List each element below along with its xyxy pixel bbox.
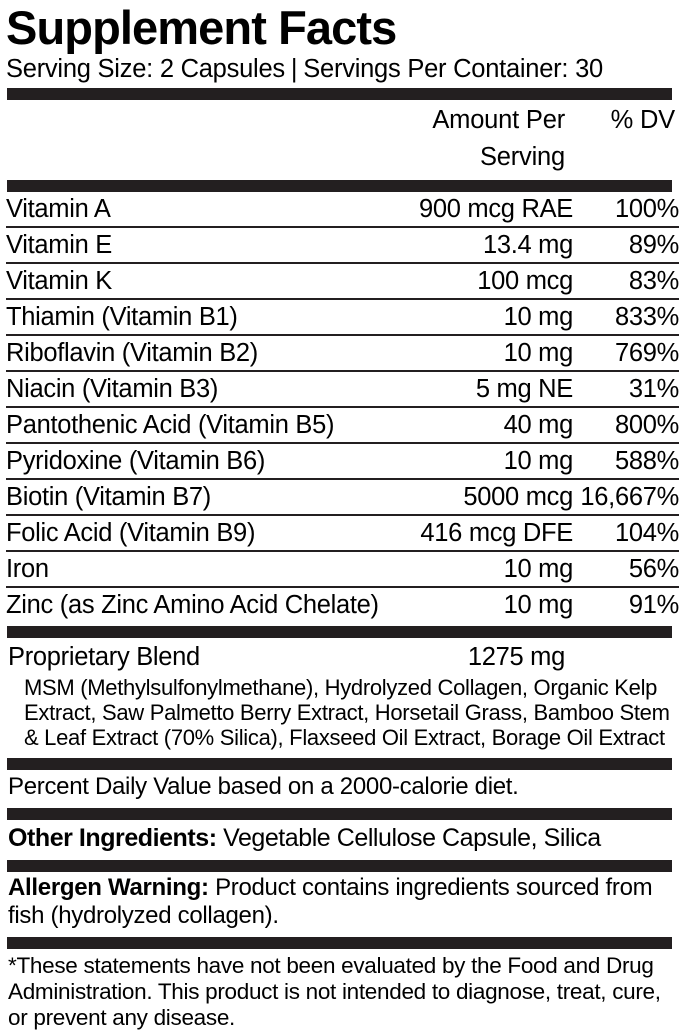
nutrient-amount: 10 mg [358,334,573,371]
other-ingredients-label: Other Ingredients: [8,824,217,852]
nutrient-dv: 769% [573,334,679,371]
nutrient-dv: 100% [614,195,679,223]
nutrient-name: Zinc (as Zinc Amino Acid Chelate) [6,586,379,622]
table-row: Vitamin E 13.4 mg 89% [6,226,679,263]
proprietary-blend-ingredients: MSM (Methylsulfonylmethane), Hydrolyzed … [24,675,670,750]
nutrient-amount: 5 mg NE [358,370,573,407]
nutrient-amount: 416 mcg DFE [358,514,573,551]
header-percent-dv: % DV [610,106,676,134]
nutrient-name: Vitamin K [6,262,358,299]
nutrient-dv: 104% [573,514,679,551]
proprietary-blend-amount: 1275 mg [467,643,565,671]
fda-disclaimer: *These statements have not been evaluate… [8,953,661,1030]
table-row: Vitamin K 100 mcg 83% [6,262,679,299]
rule-thick-above-other-ingredients [7,808,672,820]
header-nutrient [6,100,358,176]
table-row: Pyridoxine (Vitamin B6) 10 mg 588% [6,442,679,479]
nutrient-dv: 91% [573,586,679,622]
nutrient-header-table: Amount Per Serving % DV [6,100,679,176]
nutrient-table: Vitamin A 900 mcg RAE 100% Vitamin E 13.… [6,192,679,622]
page-title: Supplement Facts [6,1,397,54]
nutrient-name: Iron [6,550,358,587]
nutrient-dv: 588% [573,442,679,479]
table-row: Iron 10 mg 56% [6,550,679,587]
nutrient-name: Thiamin (Vitamin B1) [6,298,358,335]
table-row: Pantothenic Acid (Vitamin B5) 40 mg 800% [6,406,679,443]
nutrient-amount: 10 mg [358,550,573,587]
nutrient-dv: 833% [573,298,679,335]
rule-thick-above-allergen [7,860,672,872]
percent-daily-value-note: Percent Daily Value based on a 2000-calo… [8,773,519,800]
nutrient-dv: 16,667% [573,478,679,515]
proprietary-blend-name: Proprietary Blend [8,643,200,671]
nutrient-amount: 13.4 mg [358,226,573,263]
nutrient-amount: 10 mg [358,586,573,622]
serving-separator: | [290,55,298,83]
nutrient-amount: 10 mg [358,298,573,335]
rule-thick-below-header [7,180,672,192]
serving-size: Serving Size: 2 Capsules [6,55,285,83]
table-row: Biotin (Vitamin B7) 5000 mcg 16,667% [6,478,679,515]
nutrient-name: Riboflavin (Vitamin B2) [6,334,358,371]
serving-information: Serving Size: 2 Capsules | Servings Per Co… [6,54,673,84]
table-row: Vitamin A 900 mcg RAE 100% [6,192,679,227]
nutrient-amount: 40 mg [358,406,573,443]
other-ingredients-value: Vegetable Cellulose Capsule, Silica [223,824,601,852]
allergen-warning-value: Product contains ingredients sourced fro… [8,874,653,929]
other-ingredients-line: Other Ingredients: Vegetable Cellulose C… [6,820,673,856]
rule-thick-above-disclaimer [7,937,672,949]
table-row: Riboflavin (Vitamin B2) 10 mg 769% [6,334,679,371]
nutrient-amount: 10 mg [358,442,573,479]
nutrient-dv: 89% [573,226,679,263]
nutrient-name: Vitamin A [6,195,111,223]
table-row: Zinc (as Zinc Amino Acid Chelate) 10 mg … [6,586,679,622]
supplement-facts-panel: Supplement Facts Serving Size: 2 Capsule… [6,1,679,1030]
nutrient-name: Biotin (Vitamin B7) [6,478,358,515]
rule-thick-top [7,88,672,100]
nutrient-dv: 56% [573,550,679,587]
nutrient-amount: 100 mcg [358,262,573,299]
table-header-row: Amount Per Serving % DV [6,100,679,176]
servings-per-container: Servings Per Container: 30 [303,55,603,83]
nutrient-name: Niacin (Vitamin B3) [6,370,358,407]
table-row: Folic Acid (Vitamin B9) 416 mcg DFE 104% [6,514,679,551]
nutrient-dv: 31% [573,370,679,407]
nutrient-name: Pantothenic Acid (Vitamin B5) [6,406,358,443]
table-row: Thiamin (Vitamin B1) 10 mg 833% [6,298,679,335]
nutrient-amount: 5000 mcg [358,478,573,515]
proprietary-blend-row: Proprietary Blend 1275 mg [6,638,673,675]
nutrient-name: Folic Acid (Vitamin B9) [6,514,358,551]
nutrient-dv: 83% [573,262,679,299]
nutrient-dv: 800% [573,406,679,443]
nutrient-name: Vitamin E [6,226,358,263]
header-amount-per-serving: Amount Per Serving [432,106,565,171]
allergen-warning-label: Allergen Warning: [8,874,209,901]
rule-thick-above-pdv [7,758,672,770]
allergen-warning-line: Allergen Warning: Product contains ingre… [6,872,673,933]
rule-thick-above-blend [7,626,672,638]
table-row: Niacin (Vitamin B3) 5 mg NE 31% [6,370,679,407]
nutrient-amount: 900 mcg RAE [418,195,573,223]
nutrient-name: Pyridoxine (Vitamin B6) [6,442,358,479]
